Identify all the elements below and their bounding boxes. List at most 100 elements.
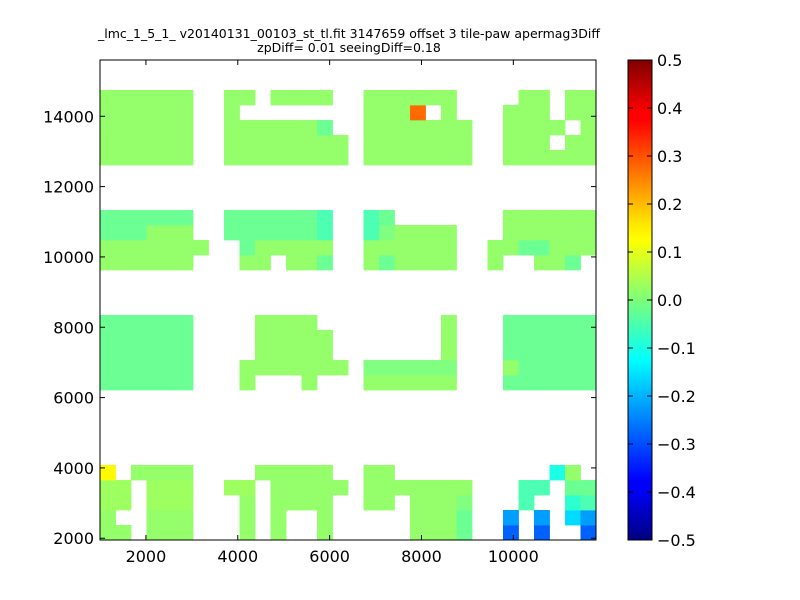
heatmap-cell <box>115 344 132 361</box>
heatmap-cell <box>100 149 116 166</box>
heatmap-cell <box>394 119 411 136</box>
heatmap-cell <box>441 359 457 376</box>
heatmap-cell <box>270 329 287 346</box>
heatmap-cell <box>534 479 550 496</box>
heatmap-cell <box>580 149 597 166</box>
heatmap-cell <box>100 209 116 226</box>
heatmap-cell <box>441 149 457 166</box>
heatmap-cell <box>224 104 240 121</box>
heatmap-cell <box>580 374 597 391</box>
heatmap-cell <box>534 510 550 526</box>
heatmap-cell <box>317 149 333 166</box>
heatmap-cell <box>301 329 318 346</box>
heatmap-cell <box>270 239 287 256</box>
heatmap-cell <box>332 479 349 496</box>
heatmap-cell <box>115 134 132 151</box>
heatmap-cell <box>379 495 395 511</box>
chart-title-line2: zpDiff= 0.01 seeingDiff=0.18 <box>257 40 441 55</box>
heatmap-cell <box>425 495 442 511</box>
heatmap-cell <box>503 510 519 526</box>
heatmap-cell <box>146 239 163 256</box>
heatmap-cell <box>518 359 535 376</box>
heatmap-cell <box>100 119 116 136</box>
heatmap-cell <box>534 89 550 106</box>
heatmap-cell <box>162 314 178 331</box>
heatmap-cell <box>425 149 442 166</box>
heatmap-cell <box>503 344 519 361</box>
heatmap-cell <box>162 344 178 361</box>
heatmap-cell <box>565 254 581 271</box>
heatmap-cell <box>301 134 318 151</box>
heatmap-cell <box>286 119 302 136</box>
heatmap-cell <box>363 374 380 391</box>
heatmap-cell <box>549 239 566 256</box>
heatmap-cell <box>425 224 442 241</box>
heatmap-cell <box>270 344 287 361</box>
x-tick-label: 2000 <box>126 547 167 566</box>
heatmap-cell <box>317 464 333 481</box>
heatmap-cell <box>565 359 581 376</box>
heatmap-cell <box>441 134 457 151</box>
heatmap-cell <box>580 344 597 361</box>
heatmap-cell <box>146 359 163 376</box>
colorbar-tick-label: 0.0 <box>657 291 682 310</box>
heatmap-cell <box>146 314 163 331</box>
heatmap-cell <box>410 254 426 271</box>
heatmap-cell <box>239 525 256 541</box>
heatmap-cell <box>456 479 473 496</box>
heatmap-cell <box>565 510 581 526</box>
heatmap-cell <box>100 134 116 151</box>
heatmap-cell <box>394 254 411 271</box>
heatmap-cell <box>270 134 287 151</box>
heatmap-cell <box>286 134 302 151</box>
heatmap-cell <box>146 254 163 271</box>
heatmap-cell <box>580 495 597 511</box>
heatmap-cell <box>131 209 147 226</box>
heatmap-cell <box>503 224 519 241</box>
heatmap-cell <box>425 510 442 526</box>
heatmap-cell <box>115 119 132 136</box>
heatmap-cell <box>565 314 581 331</box>
heatmap-cell <box>162 104 178 121</box>
heatmap-cell <box>115 314 132 331</box>
heatmap-cell <box>100 254 116 271</box>
heatmap-cell <box>534 525 550 541</box>
heatmap-cell <box>565 149 581 166</box>
heatmap-cell <box>131 344 147 361</box>
heatmap-cell <box>115 89 132 106</box>
heatmap-cell <box>131 149 147 166</box>
heatmap-cell <box>270 525 287 541</box>
colorbar-tick-label: 0.1 <box>657 243 682 262</box>
heatmap-cell <box>100 329 116 346</box>
heatmap-cell <box>317 329 333 346</box>
colorbar-tick-label: −0.1 <box>657 339 696 358</box>
heatmap-cell <box>518 329 535 346</box>
heatmap-cell <box>255 209 271 226</box>
heatmap-cell <box>394 149 411 166</box>
heatmap-cell <box>255 359 271 376</box>
heatmap-cells <box>100 89 597 541</box>
colorbar-tick-label: 0.2 <box>657 195 682 214</box>
heatmap-cell <box>503 314 519 331</box>
heatmap-cell <box>534 239 550 256</box>
heatmap-cell <box>363 495 380 511</box>
heatmap-cell <box>286 344 302 361</box>
heatmap-cell <box>239 134 256 151</box>
heatmap-cell <box>239 359 256 376</box>
heatmap-cell <box>115 374 132 391</box>
heatmap-cell <box>394 134 411 151</box>
heatmap-cell <box>317 239 333 256</box>
heatmap-cell <box>301 119 318 136</box>
heatmap-cell <box>317 254 333 271</box>
heatmap-cell <box>518 134 535 151</box>
heatmap-cell <box>425 239 442 256</box>
heatmap-cell <box>224 209 240 226</box>
heatmap-cell <box>410 525 426 541</box>
heatmap-cell <box>410 119 426 136</box>
heatmap-cell <box>131 359 147 376</box>
heatmap-cell <box>410 89 426 106</box>
heatmap-cell <box>177 239 194 256</box>
heatmap-cell <box>549 254 566 271</box>
heatmap-cell <box>115 239 132 256</box>
